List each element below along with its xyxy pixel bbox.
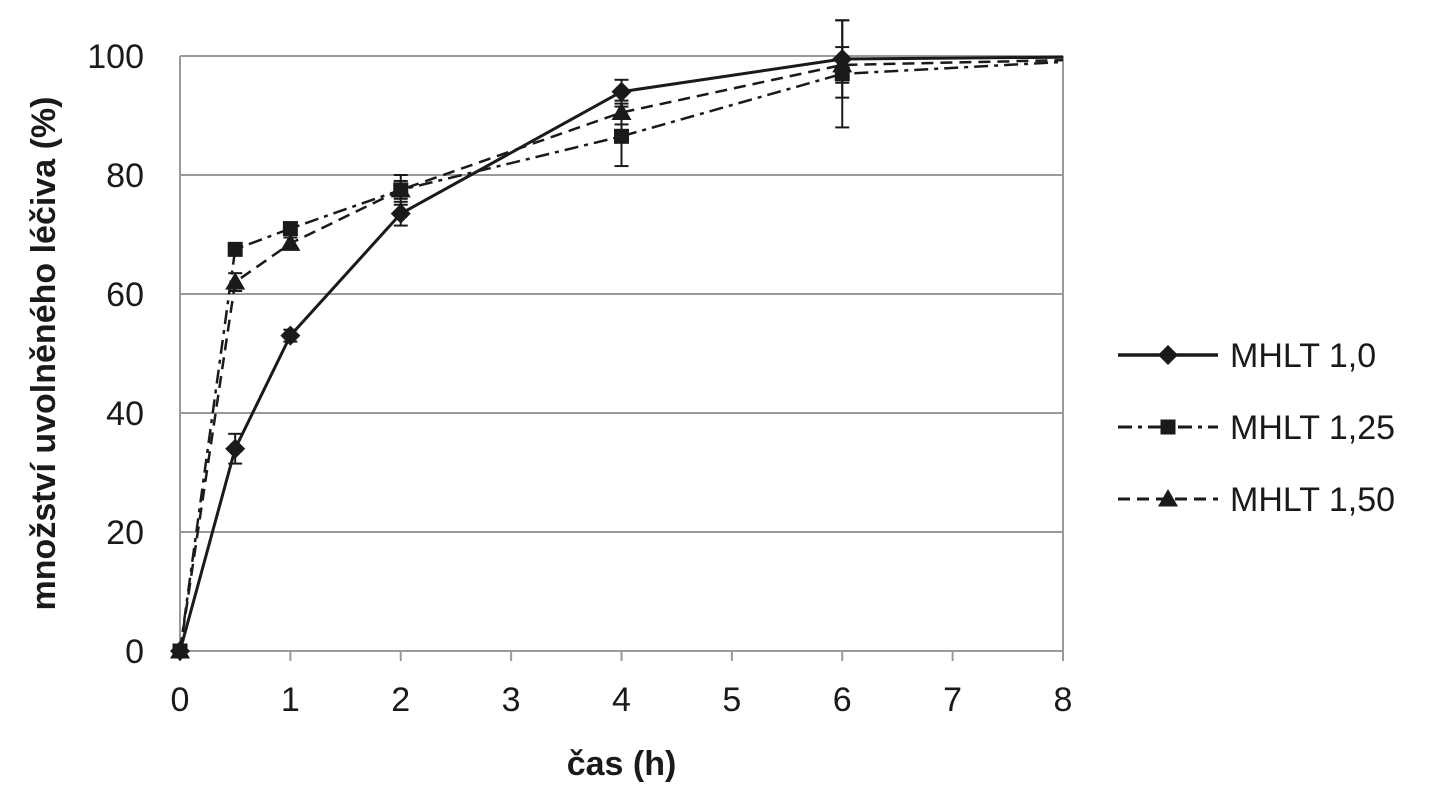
- legend-label: MHLT 1,25: [1230, 409, 1395, 447]
- data-point-diamond: [390, 203, 411, 224]
- data-point-triangle: [225, 272, 246, 290]
- legend-label: MHLT 1,50: [1230, 481, 1395, 519]
- y-axis-title: množství uvolněného léčiva (%): [25, 97, 63, 611]
- data-point-diamond: [225, 438, 246, 459]
- y-tick-label: 100: [87, 38, 144, 76]
- x-tick-label: 1: [281, 681, 300, 719]
- legend: MHLT 1,0 MHLT 1,25 MHLT 1,50: [1118, 337, 1395, 519]
- data-point-square: [282, 221, 298, 237]
- axes: 0 20 40 60 80 100 0 1 2 3 4 5 6 7 8: [87, 38, 1072, 719]
- legend-item: MHLT 1,0: [1118, 337, 1376, 375]
- legend-marker-square: [1160, 419, 1176, 435]
- data-point-diamond: [280, 325, 301, 346]
- x-tick-label: 7: [943, 681, 962, 719]
- y-tick-label: 20: [106, 514, 144, 552]
- x-tick-label: 6: [833, 681, 852, 719]
- y-tick-label: 0: [125, 633, 144, 671]
- data-point-square: [614, 128, 629, 144]
- data-point-triangle: [611, 102, 632, 121]
- y-tick-label: 60: [106, 276, 144, 314]
- x-tick-label: 4: [612, 681, 631, 719]
- series: [170, 19, 1064, 661]
- data-point-diamond: [611, 81, 632, 102]
- series-3: [170, 46, 1064, 659]
- data-point-square: [227, 241, 243, 257]
- data-point-triangle: [832, 54, 853, 73]
- y-tick-label: 40: [106, 395, 144, 433]
- x-tick-label: 2: [391, 681, 410, 719]
- data-point-triangle: [170, 641, 190, 659]
- legend-item: MHLT 1,50: [1118, 481, 1395, 519]
- data-point-triangle: [390, 179, 411, 198]
- x-tick-label: 8: [1054, 681, 1073, 719]
- x-tick-label: 0: [171, 681, 190, 719]
- x-axis-title: čas (h): [567, 745, 677, 783]
- legend-item: MHLT 1,25: [1118, 409, 1395, 447]
- legend-marker-triangle: [1158, 489, 1178, 507]
- y-tick-label: 80: [106, 157, 144, 195]
- legend-marker-diamond: [1158, 345, 1178, 365]
- x-tick-label: 3: [502, 681, 521, 719]
- legend-label: MHLT 1,0: [1230, 337, 1376, 375]
- x-tick-label: 5: [722, 681, 741, 719]
- data-point-triangle: [280, 233, 301, 251]
